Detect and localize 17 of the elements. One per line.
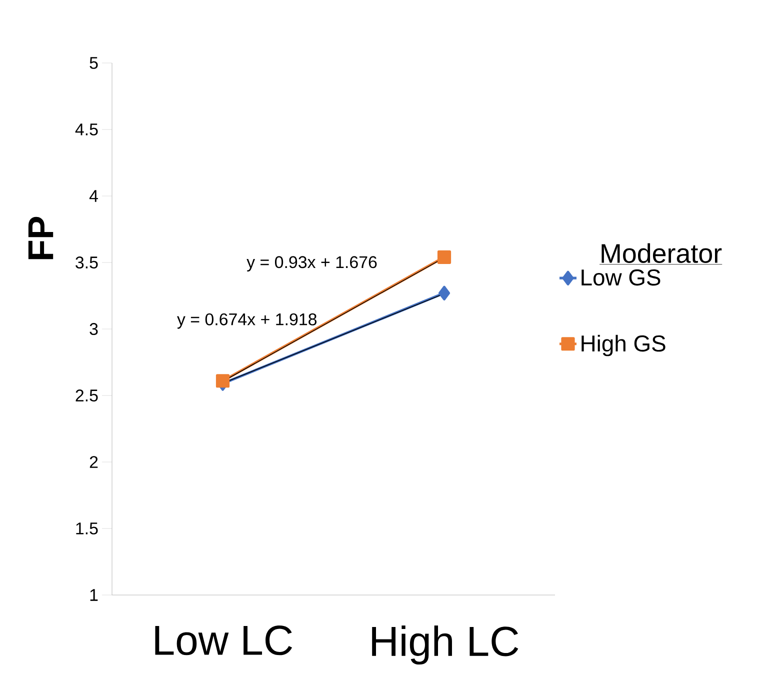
legend-title: Moderator <box>602 243 722 263</box>
legend-label: High GS <box>582 334 666 356</box>
y-tick-label: 3 <box>90 323 98 335</box>
legend-label: Low GS <box>582 269 660 286</box>
y-tick-label: 5 <box>90 57 98 69</box>
y-tick-label: 1 <box>90 589 98 601</box>
x-tick-label: Low LC <box>155 626 292 656</box>
y-axis-title: FP <box>28 216 54 260</box>
y-tick-label: 1.5 <box>76 522 98 534</box>
annotation: y = 0.93x + 1.676 <box>246 256 377 272</box>
y-tick-label: 3.5 <box>76 256 98 268</box>
annotation: y = 0.674x + 1.918 <box>177 313 317 329</box>
y-tick-label: 2 <box>90 456 98 468</box>
x-tick-label: High LC <box>372 626 518 665</box>
y-tick-label: 4.5 <box>75 124 98 136</box>
y-tick-label: 4 <box>89 190 98 202</box>
y-tick-label: 2.5 <box>76 390 98 402</box>
